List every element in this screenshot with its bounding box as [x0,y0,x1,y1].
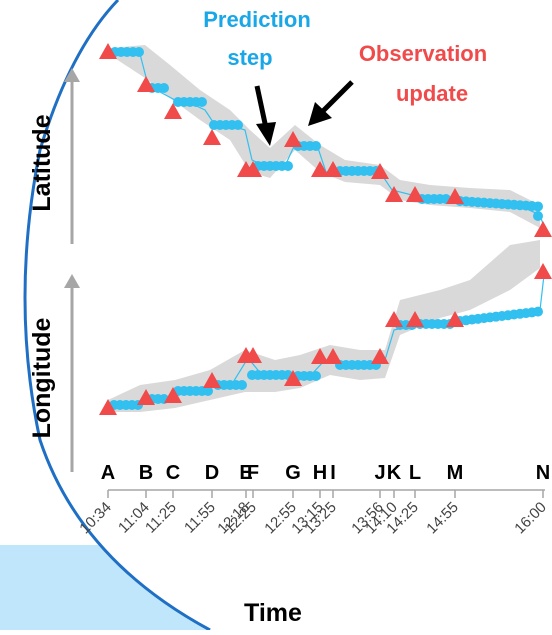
observation-triangle [244,347,262,363]
observation-letter-h: H [313,462,327,484]
observation-triangle [371,348,389,364]
latitude-axis-label: Latitude [28,114,56,211]
estimate-dot [159,83,169,93]
latitude-observation-markers [99,43,552,237]
observation-triangle [137,76,155,92]
estimate-dot [533,306,543,317]
observation-triangle [244,161,262,177]
observation-arrow-head [308,102,332,126]
longitude-observation-markers [99,263,552,415]
observation-triangle [203,129,221,145]
latitude-axis-arrowhead [64,68,80,82]
observation-letter-a: A [101,462,115,484]
observation-letter-m: M [447,462,464,484]
observation-triangle [311,161,329,177]
estimate-dot [233,120,243,130]
observation-letter-j: J [374,462,385,484]
time-axis-label: Time [244,599,302,627]
estimate-dot [283,161,293,171]
estimate-dot [533,211,543,221]
observation-triangle [385,311,403,327]
observation-letter-i: I [330,462,336,484]
estimate-dot [533,201,543,212]
observation-triangle [534,263,552,279]
estimate-dot [237,380,247,390]
prediction-arrow-shaft [254,85,269,129]
observation-letter-n: N [536,462,550,484]
observation-triangle [324,161,342,177]
observation-triangle [164,103,182,119]
observation-triangle [371,163,389,179]
prediction-step-label-line1: Prediction [203,7,311,32]
observation-letter-d: D [205,462,219,484]
time-ticks [107,490,544,498]
observation-triangle [203,372,221,388]
prediction-arrow-head [256,122,276,146]
observation-triangle [446,311,464,327]
longitude-estimate-dots [109,306,543,410]
observation-letters: A B C D EF G H I J K L M N [101,462,550,484]
observation-letter-b: B [139,462,153,484]
latitude-uncertainty-band [110,45,540,228]
observation-triangle [534,221,552,237]
longitude-axis-arrowhead [64,274,80,288]
observation-triangle [324,348,342,364]
white-mask [25,0,552,630]
estimate-dot [311,141,321,151]
observation-letter-l: L [409,462,421,484]
longitude-uncertainty-band [108,240,540,412]
observation-triangle [164,387,182,403]
observation-triangle [284,370,302,386]
observation-triangle [137,389,155,405]
estimate-dot [134,47,144,57]
observation-triangle [284,131,302,147]
prediction-step-label-line2: step [227,45,272,70]
observation-triangle [99,43,117,59]
observation-triangle [406,311,424,327]
observation-update-label-line1: Observation [359,41,487,66]
observation-triangle [385,186,403,202]
observation-triangle [406,186,424,202]
estimate-dot [311,371,321,381]
observation-letter-c: C [166,462,180,484]
observation-triangle [446,188,464,204]
observation-update-label-line2: update [396,81,468,106]
observation-letter-k: K [387,462,402,484]
estimate-dot [197,97,207,107]
observation-triangle [99,399,117,415]
observation-letter-g: G [285,462,301,484]
longitude-axis-label: Longitude [28,318,56,439]
observation-arrow-shaft [320,80,354,114]
observation-letter-f: F [247,462,259,484]
estimate-dot [203,386,213,396]
observation-triangle [311,348,329,364]
observation-letter-e: E [239,462,252,484]
